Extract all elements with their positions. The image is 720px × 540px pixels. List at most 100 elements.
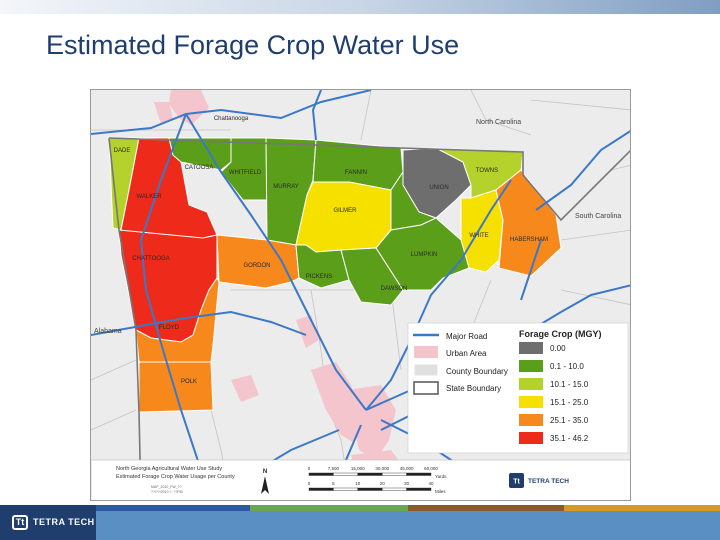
footer-accent-brown [408,505,564,511]
scale-tick-label: 0 [308,481,311,486]
label-county-lumpkin: LUMPKIN [411,252,438,258]
legend-class-swatch [519,360,543,372]
scale-tick-label: 20 [380,481,386,486]
legend-county-boundary: County Boundary [446,367,508,376]
scale-tick-label: 60,000 [424,466,438,471]
legend-major-road: Major Road [446,332,487,341]
road-i75 [185,113,367,411]
map-legend: Major Road Urban Area County Boundary St… [407,322,629,454]
county-polk [138,361,214,413]
titleblock-line1: North Georgia Agricultural Water Use Stu… [116,466,222,472]
label-city-chattanooga: Chattanooga [214,116,249,122]
label-county-gordon: GORDON [244,263,271,269]
county-gordon [216,234,300,289]
legend-class-swatch [519,396,543,408]
scale-bar-segment [333,487,358,491]
legend-class-swatch [519,342,543,354]
scale-bar-segment [406,487,432,491]
north-arrow-label: N [263,469,267,475]
label-county-murray: MURRAY [273,184,299,190]
legend-state-boundary: State Boundary [446,384,501,393]
label-county-towns: TOWNS [476,168,498,174]
label-county-white: WHITE [469,233,488,239]
scale-bar-segment [333,472,358,476]
county-dawson [340,247,404,306]
legend-urban-swatch [414,346,438,358]
label-state-north-carolina: North Carolina [476,119,521,126]
legend-class-swatch [519,378,543,390]
north-arrow-icon [261,476,269,494]
road-i24 [91,90,372,135]
urban-area-atlanta [346,385,396,460]
titleblock-line2: Estimated Forage Crop Water Usage per Co… [116,474,235,480]
label-county-dade: DADE [114,148,131,154]
label-county-union: UNION [429,185,448,191]
legend-class-label: 15.1 - 25.0 [550,398,589,407]
legend-state-swatch [413,381,439,395]
road-us411 [91,310,307,336]
label-county-dawson: DAWSON [381,286,408,292]
scale-tick-label: 30 [404,481,410,486]
scale-unit-label: Miles [435,489,446,494]
scale-bar-segment [357,472,383,476]
footer-logo-icon: Tt [12,515,28,530]
legend-class-label: 25.1 - 35.0 [550,416,589,425]
label-county-pickens: PICKENS [306,274,332,280]
road-us76 [311,90,322,141]
title-block: North Georgia Agricultural Water Use Stu… [91,459,630,500]
scale-tick-label: 0 [308,466,311,471]
counties [108,137,562,413]
top-divider [0,14,720,16]
urban-area [231,375,259,402]
urban-area [154,102,173,124]
label-county-gilmer: GILMER [333,208,357,214]
scale-tick-label: 10 [355,481,361,486]
scale-tick-label: 15,000 [351,466,365,471]
label-county-walker: WALKER [136,194,162,200]
footer-accent-blue [96,505,250,511]
legend-class-label: 0.1 - 10.0 [550,362,584,371]
scale-tick-label: 45,000 [400,466,414,471]
scale-bar-segment [308,472,334,476]
label-state-alabama: Alabama [94,328,122,335]
footer-company-name: TETRA TECH [33,517,95,527]
legend-urban-area: Urban Area [446,349,487,358]
legend-class-swatch [519,414,543,426]
titleblock-logo-mark: Tt [513,479,520,486]
road-us23 [535,130,630,211]
label-state-south-carolina: South Carolina [575,213,621,220]
scale-tick-label: 7,500 [328,466,340,471]
legend-class-label: 35.1 - 46.2 [550,434,589,443]
scale-bar-segment [406,472,432,476]
state-boundary [108,137,630,222]
county-gilmer [295,181,392,253]
road-ga400 [365,179,512,411]
map-svg: DADE CATOOSA WHITFIELD MURRAY FANNIN UNI… [91,90,630,500]
county-habersham [495,169,562,277]
titleblock-company: TETRA TECH [528,478,569,485]
scale-unit-label: Yards [435,474,447,479]
scale-bar-yards: 0 7,500 15,000 30,000 45,000 60,000 Yards [308,466,447,479]
label-county-fannin: FANNIN [345,170,367,176]
urban-area-atlanta-west [311,362,361,442]
legend-panel [407,322,629,454]
scale-tick-label: 40 [428,481,434,486]
titleblock-small2: ??/??/2010 ?. ??PM [151,490,183,494]
label-county-polk: POLK [181,379,197,385]
legend-class-swatch [519,432,543,444]
scale-tick-label: 30,000 [375,466,389,471]
top-gradient-bar [0,0,720,14]
label-county-floyd: FLOYD [159,325,180,331]
scale-tick-label: 5 [332,481,335,486]
legend-class-label: 0.00 [550,344,566,353]
footer-accent-gold [564,505,720,511]
legend-class-label: 10.1 - 15.0 [550,380,589,389]
map-frame: DADE CATOOSA WHITFIELD MURRAY FANNIN UNI… [90,89,631,501]
legend-title: Forage Crop (MGY) [519,329,602,339]
label-county-whitfield: WHITFIELD [229,170,262,176]
slide-title: Estimated Forage Crop Water Use [46,30,460,60]
label-county-chattooga: CHATTOOGA [132,256,169,262]
legend-classes: 0.00 0.1 - 10.0 10.1 - 15.0 15.1 - 25.0 25.1… [519,342,589,444]
footer-logo: Tt TETRA TECH [0,505,96,540]
